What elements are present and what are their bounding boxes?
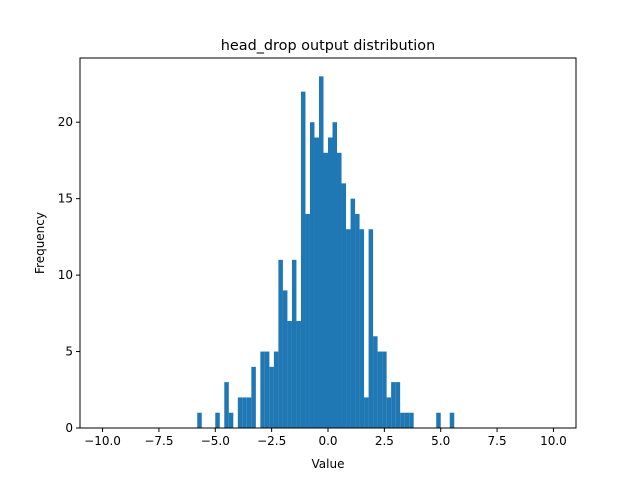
x-tick-label: −10.0 [84, 434, 121, 448]
histogram-bar [246, 397, 252, 428]
y-tick-label: 20 [58, 115, 73, 129]
y-axis-label: Frequency [33, 212, 47, 274]
histogram-bar [228, 412, 234, 428]
histogram-bar [341, 183, 347, 428]
histogram-bar [377, 351, 383, 428]
x-axis-label: Value [312, 457, 345, 471]
histogram-bar [197, 412, 202, 428]
histogram-bar [346, 229, 351, 428]
x-tick-label: −5.0 [201, 434, 230, 448]
histogram-bar [251, 366, 256, 428]
y-tick-label: 5 [65, 345, 73, 359]
histogram-bar [309, 122, 315, 429]
histogram-bar [323, 152, 328, 429]
histogram-bar [278, 259, 283, 428]
x-tick-label: −2.5 [257, 434, 286, 448]
x-tick-label: 5.0 [431, 434, 450, 448]
bars-group [197, 76, 455, 429]
histogram-bar [300, 91, 306, 428]
chart-title: head_drop output distribution [221, 38, 435, 54]
histogram-bar [269, 366, 274, 428]
y-tick-label: 0 [65, 421, 73, 435]
histogram-bar [215, 412, 220, 428]
histogram-bar [409, 412, 414, 428]
histogram-bar [314, 137, 319, 428]
histogram-bar [332, 122, 338, 429]
histogram-bar [237, 397, 243, 428]
histogram-bar [449, 412, 455, 428]
histogram-bar [404, 412, 410, 428]
x-tick-label: 10.0 [540, 434, 567, 448]
histogram-bar [386, 397, 392, 428]
histogram-bar [368, 229, 374, 428]
histogram-bar [224, 382, 229, 428]
histogram-bar [264, 351, 270, 428]
histogram-bar [391, 382, 396, 428]
histogram-bar [382, 351, 387, 428]
histogram-bar [305, 213, 310, 428]
histogram-bar [364, 397, 369, 428]
x-tick-label: 2.5 [375, 434, 394, 448]
histogram-bar [395, 382, 401, 428]
histogram-bar [337, 152, 342, 429]
plot-frame [79, 57, 577, 429]
histogram-bar [296, 320, 301, 428]
histogram-bar [350, 198, 356, 428]
x-tick-label: 0.0 [318, 434, 337, 448]
histogram-bar [355, 213, 360, 428]
histogram-bar [328, 137, 333, 428]
y-axis-ticks: 0 5 10 15 20 [58, 115, 80, 435]
histogram-bar [436, 412, 441, 428]
histogram-bar [400, 412, 405, 428]
histogram-bar [273, 351, 279, 428]
histogram-bar [359, 229, 365, 428]
y-tick-label: 15 [58, 192, 73, 206]
y-tick-label: 10 [58, 268, 73, 282]
histogram-bar [318, 76, 324, 428]
x-tick-label: 7.5 [488, 434, 507, 448]
x-axis-ticks: −10.0 −7.5 −5.0 −2.5 0.0 2.5 5.0 7.5 10.0 [84, 428, 567, 448]
histogram-bar [287, 320, 292, 428]
histogram-bar [282, 290, 288, 428]
histogram-bar [260, 351, 265, 428]
histogram-bar [242, 397, 247, 428]
histogram-bar [373, 336, 378, 428]
x-tick-label: −7.5 [144, 434, 173, 448]
histogram-bar [291, 259, 297, 428]
